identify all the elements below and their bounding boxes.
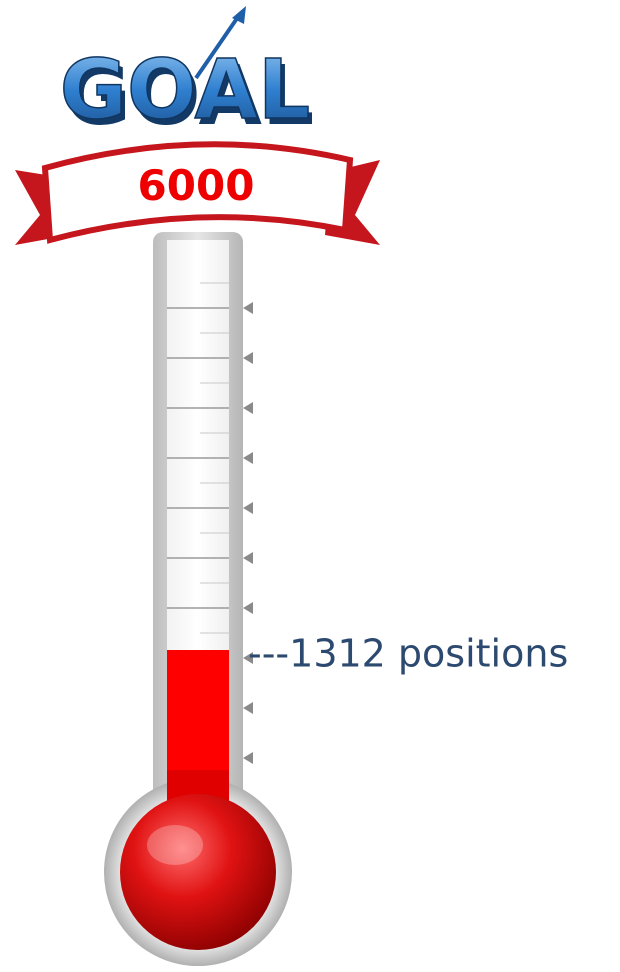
scale-arrow	[243, 402, 253, 414]
thermometer-graphic: GOAL GOAL 6000 ---1312 positions	[0, 0, 620, 972]
bulb-highlight	[147, 825, 203, 865]
fill-level	[167, 650, 229, 780]
logo-text: GOAL	[60, 43, 311, 138]
bulb	[120, 794, 276, 950]
goal-logo: GOAL GOAL	[60, 6, 315, 144]
scale-arrow	[243, 302, 253, 314]
scale-arrow	[243, 352, 253, 364]
page: GOAL GOAL 6000 ---1312 positions (() => …	[0, 0, 620, 972]
scale-arrow	[243, 502, 253, 514]
scale-arrow	[243, 752, 253, 764]
banner: 6000	[15, 144, 380, 245]
scale-arrow	[243, 552, 253, 564]
goal-value: 6000	[138, 161, 255, 210]
marker-label: ---1312 positions	[248, 632, 568, 676]
scale-arrow	[243, 702, 253, 714]
scale-arrow	[243, 602, 253, 614]
scale-arrow	[243, 452, 253, 464]
